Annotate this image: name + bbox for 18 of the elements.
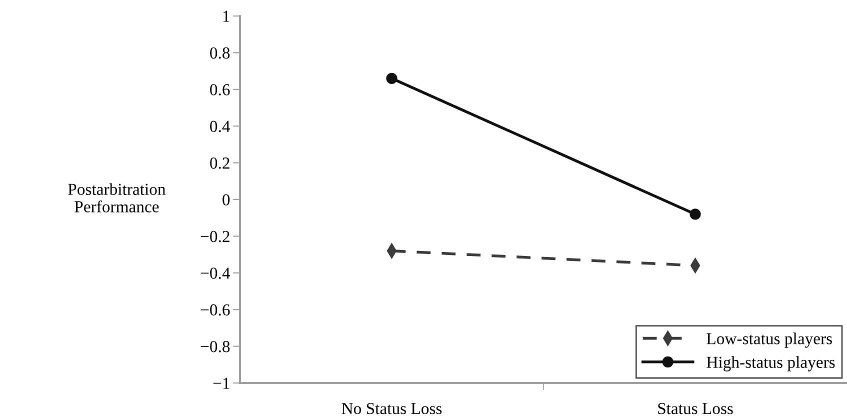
y-tick-label: 0.6 xyxy=(210,84,230,96)
y-tick-label: 0.4 xyxy=(210,120,230,132)
y-tick-label: −0.4 xyxy=(200,268,230,279)
legend-label: Low-status players xyxy=(706,332,832,348)
y-tick-label: 0.8 xyxy=(210,47,230,59)
y-tick-label: −1 xyxy=(213,378,230,389)
y-tick-label: 0 xyxy=(222,194,230,206)
y-tick-label: −0.2 xyxy=(200,230,230,242)
y-tick-label: −0.8 xyxy=(200,341,230,352)
y-tick-label: 1 xyxy=(223,10,230,22)
y-axis-title: Postarbitration Performance xyxy=(68,183,166,212)
point xyxy=(386,72,398,84)
legend-label: High-status players xyxy=(706,356,835,372)
y-tick-label: 0.2 xyxy=(210,158,230,169)
x-tick-label: Status Loss xyxy=(658,402,733,414)
y-tick-label: −0.6 xyxy=(200,304,230,316)
x-tick-label: No Status Loss xyxy=(342,402,442,414)
point xyxy=(690,208,701,220)
